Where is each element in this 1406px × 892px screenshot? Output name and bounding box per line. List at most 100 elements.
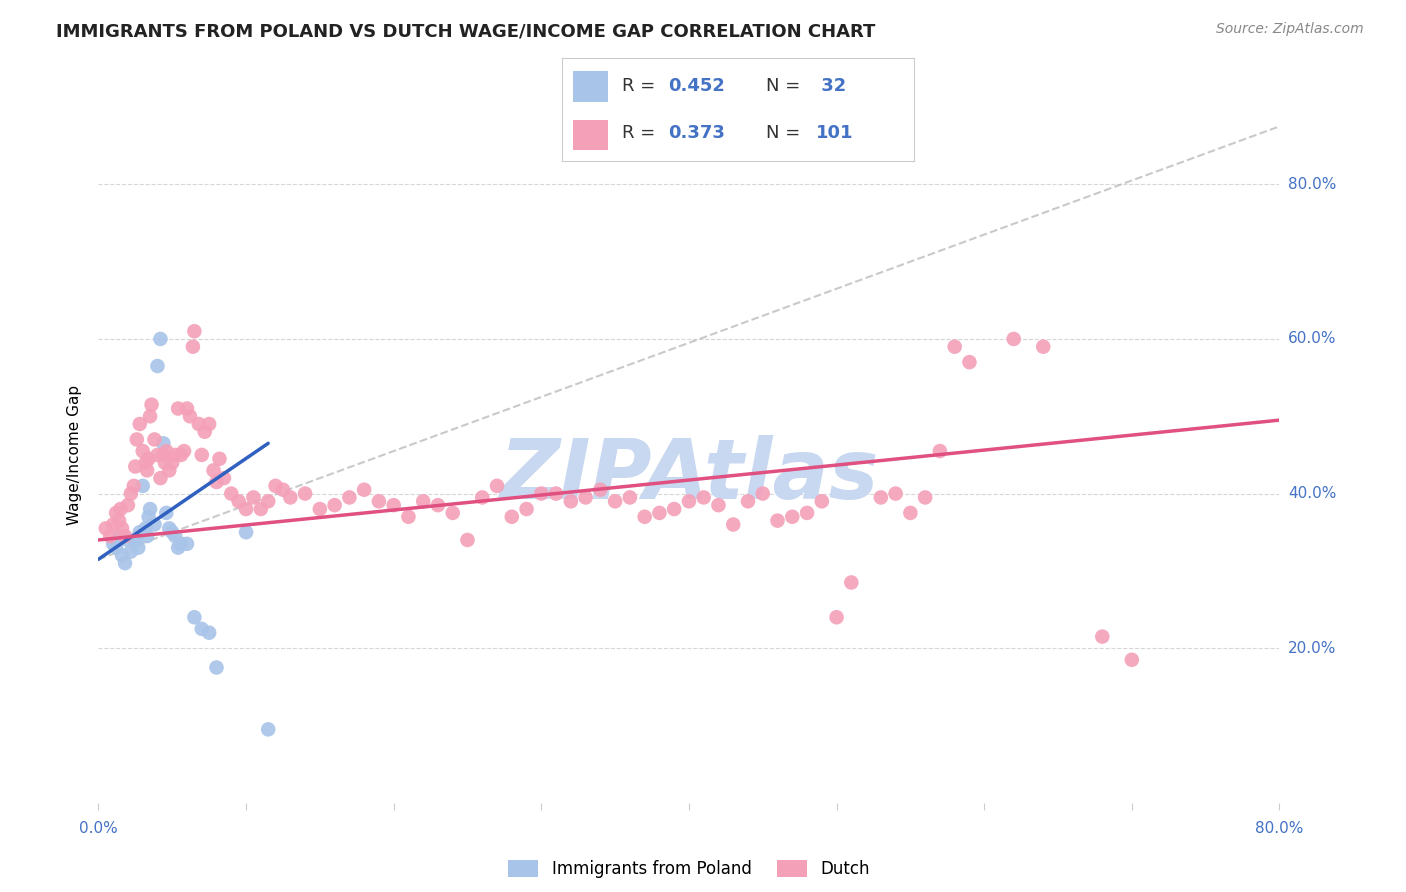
Point [456, 533, 478, 547]
Point [959, 355, 981, 369]
Point [179, 409, 201, 424]
Point [412, 494, 434, 508]
Point [170, 448, 193, 462]
Point [98, 529, 121, 543]
Point [501, 509, 523, 524]
Point [146, 359, 169, 373]
Point [122, 479, 145, 493]
Point [869, 491, 891, 505]
Point [271, 483, 294, 497]
Point [165, 448, 187, 462]
Text: 20.0%: 20.0% [1288, 640, 1336, 656]
Point [205, 660, 228, 674]
Point [103, 517, 125, 532]
Point [515, 502, 537, 516]
Point [173, 444, 195, 458]
Point [278, 491, 302, 505]
Point [1091, 630, 1114, 644]
Point [884, 486, 907, 500]
Point [132, 444, 155, 458]
Text: 80.0%: 80.0% [1256, 822, 1303, 837]
Point [782, 509, 804, 524]
Point [337, 491, 360, 505]
Point [194, 425, 217, 439]
Text: ZIPAtlas: ZIPAtlas [499, 435, 879, 516]
Text: 0.373: 0.373 [668, 124, 724, 142]
Point [117, 533, 139, 547]
Point [114, 556, 136, 570]
Point [136, 463, 159, 477]
Point [914, 491, 936, 505]
Point [167, 541, 190, 555]
Text: 60.0%: 60.0% [1288, 332, 1336, 346]
Point [139, 502, 162, 516]
Point [117, 498, 139, 512]
Point [103, 537, 125, 551]
Point [250, 502, 273, 516]
Point [707, 498, 730, 512]
Point [146, 448, 169, 462]
Point [111, 549, 134, 563]
Point [678, 494, 700, 508]
Point [167, 401, 190, 416]
Point [128, 525, 150, 540]
Point [309, 502, 332, 516]
Point [353, 483, 375, 497]
Point [427, 498, 450, 512]
Point [212, 471, 235, 485]
Point [396, 509, 419, 524]
Point [721, 517, 744, 532]
Point [143, 433, 166, 447]
Point [544, 486, 567, 500]
Point [120, 544, 142, 558]
Text: N =: N = [766, 77, 806, 95]
Point [110, 502, 132, 516]
Point [162, 525, 183, 540]
Text: 40.0%: 40.0% [1288, 486, 1336, 501]
Point [105, 541, 128, 555]
Point [589, 483, 612, 497]
Point [124, 533, 146, 547]
Point [191, 448, 214, 462]
Point [138, 509, 160, 524]
Point [162, 456, 183, 470]
Point [1032, 340, 1054, 354]
Point [198, 417, 221, 431]
Point [94, 521, 117, 535]
Y-axis label: Wage/Income Gap: Wage/Income Gap [67, 384, 83, 525]
Point [108, 529, 131, 543]
Point [120, 486, 142, 500]
Point [141, 398, 163, 412]
Point [323, 498, 346, 512]
Text: 32: 32 [815, 77, 846, 95]
Point [157, 463, 180, 477]
Point [176, 537, 198, 551]
Point [605, 494, 627, 508]
Point [737, 494, 759, 508]
Point [105, 506, 128, 520]
Point [382, 498, 405, 512]
Text: Source: ZipAtlas.com: Source: ZipAtlas.com [1216, 22, 1364, 37]
Point [219, 486, 242, 500]
Point [128, 417, 150, 431]
Text: 101: 101 [815, 124, 853, 142]
Point [574, 491, 596, 505]
Point [796, 506, 818, 520]
Point [839, 575, 862, 590]
Point [132, 479, 155, 493]
Point [152, 448, 174, 462]
Point [928, 444, 950, 458]
Point [693, 491, 716, 505]
Point [619, 491, 641, 505]
Point [235, 525, 257, 540]
Text: R =: R = [621, 124, 661, 142]
Point [155, 506, 177, 520]
Point [181, 340, 204, 354]
Point [170, 537, 193, 551]
Point [153, 456, 176, 470]
Point [187, 417, 209, 431]
Point [111, 521, 134, 535]
Point [242, 491, 264, 505]
Point [143, 517, 166, 532]
Point [648, 506, 671, 520]
